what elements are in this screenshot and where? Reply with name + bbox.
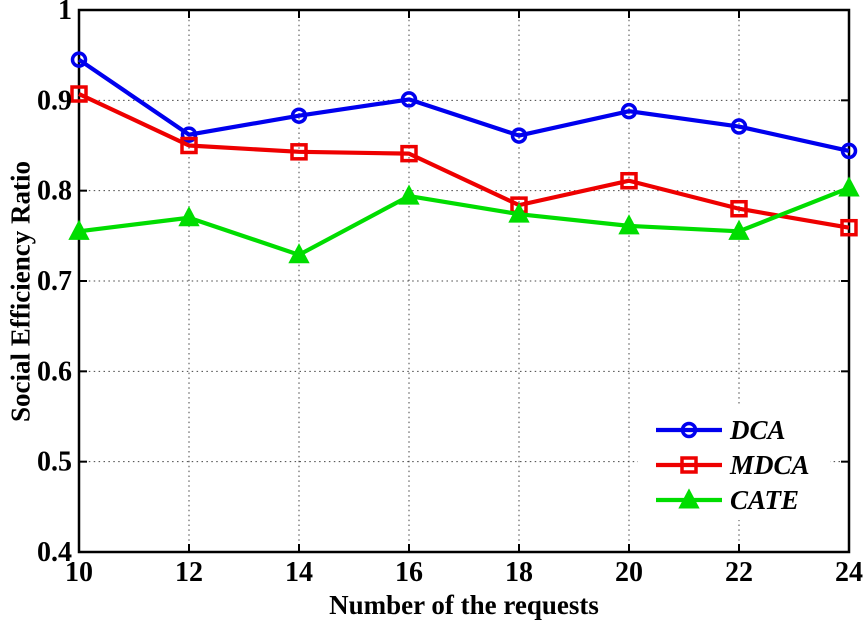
data-point-DCA: [180, 126, 198, 143]
data-point-CATE: [618, 214, 640, 235]
y-axis-label: Social Efficiency Ratio: [5, 161, 36, 422]
y-tick-label: 1: [58, 0, 72, 26]
legend-label-CATE: CATE: [730, 485, 799, 515]
y-tick-label: 0.8: [37, 176, 72, 207]
data-point-MDCA: [840, 218, 858, 237]
data-point-CATE: [838, 176, 860, 197]
data-point-DCA: [840, 142, 858, 160]
y-tick-label: 0.5: [37, 447, 72, 478]
data-point-DCA: [70, 51, 88, 68]
x-tick-label: 10: [65, 557, 93, 588]
y-tick-label: 0.6: [37, 356, 72, 387]
data-point-DCA: [400, 91, 418, 108]
data-point-MDCA: [730, 199, 748, 218]
data-point-MDCA: [400, 144, 418, 163]
x-tick-label: 22: [725, 557, 753, 588]
data-point-CATE: [288, 243, 310, 264]
legend-label-MDCA: MDCA: [729, 450, 810, 480]
data-point-MDCA: [290, 143, 308, 161]
x-tick-label: 14: [285, 557, 313, 588]
x-axis-label: Number of the requests: [329, 590, 599, 620]
data-point-MDCA: [70, 85, 88, 103]
data-point-CATE: [178, 206, 200, 227]
y-tick-label: 0.9: [37, 85, 72, 116]
data-point-CATE: [728, 219, 750, 240]
data-point-MDCA: [620, 171, 638, 190]
legend-marker-DCA: [680, 421, 698, 439]
legend-label-DCA: DCA: [729, 415, 786, 445]
series-line-DCA: [77, 57, 850, 153]
x-tick-label: 18: [505, 557, 533, 588]
data-point-DCA: [510, 127, 528, 144]
x-tick-label: 16: [395, 557, 423, 588]
data-point-DCA: [620, 102, 638, 120]
series-line-MDCA: [78, 92, 850, 230]
y-tick-label: 0.7: [37, 266, 72, 297]
data-point-DCA: [730, 118, 748, 135]
x-tick-label: 24: [835, 557, 863, 588]
legend-marker-CATE: [678, 488, 700, 509]
data-point-CATE: [398, 184, 420, 205]
data-point-DCA: [290, 107, 308, 124]
y-tick-label: 0.4: [37, 537, 72, 568]
series-line-CATE: [78, 186, 850, 257]
data-point-CATE: [508, 202, 530, 223]
data-point-MDCA: [180, 136, 198, 155]
legend-marker-MDCA: [680, 456, 698, 474]
x-tick-label: 20: [615, 557, 643, 588]
x-tick-label: 12: [175, 557, 203, 588]
data-point-CATE: [68, 219, 90, 240]
